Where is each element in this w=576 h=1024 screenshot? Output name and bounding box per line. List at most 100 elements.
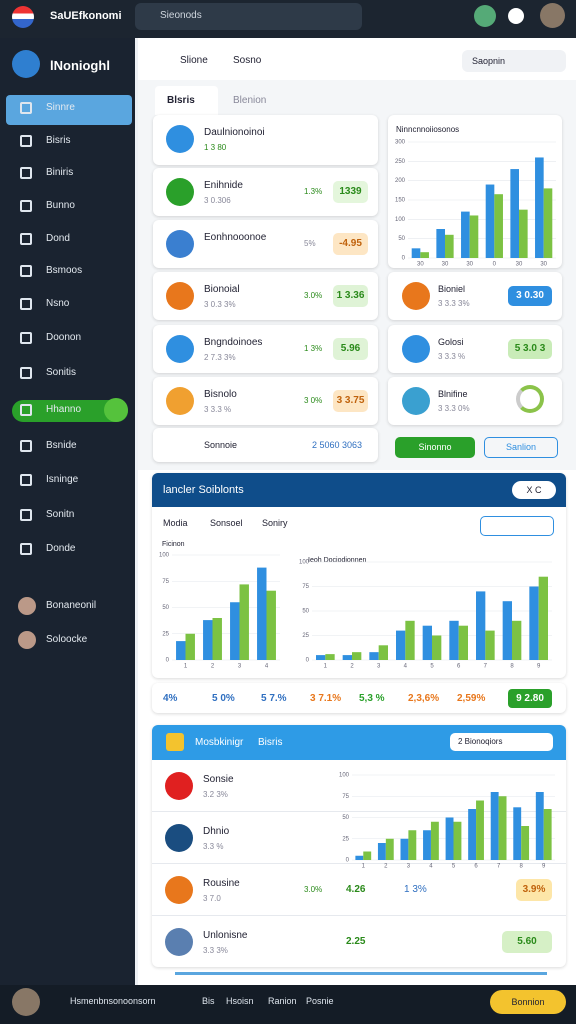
menu-item[interactable]: Sonitis: [46, 367, 77, 378]
footer-value: 2 5060 3063: [312, 440, 363, 450]
button[interactable]: Sinonno: [395, 437, 475, 458]
avatar[interactable]: [12, 988, 40, 1016]
dropdown[interactable]: 2 Bionoqiors: [450, 733, 553, 751]
x-tick-label: 4: [429, 864, 433, 870]
x-tick-label: 5: [430, 664, 434, 670]
card-icon: [166, 282, 194, 310]
card-icon: [166, 230, 194, 258]
bottom-link[interactable]: Posnie: [306, 996, 334, 1006]
row-title: Sonsie: [203, 774, 234, 785]
menu-item[interactable]: Bsnide: [46, 440, 77, 451]
tab[interactable]: Modia: [163, 518, 188, 528]
y-tick-label: 25: [302, 633, 309, 639]
bar: [512, 620, 522, 660]
card-title: Eonhnooonoe: [204, 232, 267, 243]
y-tick-label: 0: [306, 658, 310, 664]
bar: [352, 652, 362, 660]
menu-item[interactable]: Dond: [46, 233, 70, 244]
section-search[interactable]: [480, 516, 554, 536]
card-stat: 3 0%: [304, 396, 323, 405]
bottom-link[interactable]: Bis: [202, 996, 215, 1006]
header-search-text: Saopnin: [472, 56, 506, 66]
card-badge: 1339: [333, 181, 368, 203]
avatar[interactable]: [540, 3, 565, 28]
bar: [476, 591, 486, 660]
search-box[interactable]: [135, 3, 362, 30]
x-tick-label: 30: [466, 262, 473, 268]
menu-item[interactable]: Nsno: [46, 298, 70, 309]
chart-title: Ninncnnoiiosonos: [396, 125, 460, 134]
card-title: Blnifine: [438, 389, 468, 399]
avatar[interactable]: [474, 5, 496, 27]
user-item[interactable]: Soloocke: [46, 634, 88, 645]
x-tick-label: 5: [452, 864, 456, 870]
menu-item[interactable]: Doonon: [46, 332, 82, 343]
side-icon: [20, 404, 32, 416]
menu-item[interactable]: Hhanno: [46, 404, 82, 415]
x-tick-label: 2: [384, 864, 388, 870]
menu-item[interactable]: Bisris: [46, 135, 71, 146]
y-tick-label: 50: [302, 609, 309, 615]
row-sub: 3 7.0: [203, 894, 221, 903]
icon[interactable]: [508, 8, 524, 24]
card-icon: [166, 178, 194, 206]
button[interactable]: Sanlion: [484, 437, 558, 458]
logo: [12, 50, 40, 78]
menu-item[interactable]: Sinnre: [46, 102, 75, 113]
bar: [420, 252, 429, 258]
side-icon: [20, 440, 32, 452]
tab[interactable]: Sonsoel: [210, 518, 243, 528]
menu-item[interactable]: Bsmoos: [46, 265, 83, 276]
crumb[interactable]: Sosno: [233, 55, 262, 66]
stat-badge: 9 2.80: [508, 689, 552, 708]
toggle[interactable]: [104, 398, 128, 422]
card-badge: 5 3.0 3: [508, 339, 552, 359]
bottom-link[interactable]: Ranion: [268, 996, 297, 1006]
bar: [411, 248, 421, 258]
bar: [212, 618, 222, 660]
bottom-button[interactable]: Bonnion: [490, 990, 566, 1014]
side-icon: [20, 332, 32, 344]
user-item[interactable]: Bonaneonil: [46, 600, 97, 611]
menu-item[interactable]: Isninge: [46, 474, 79, 485]
bar: [405, 620, 415, 660]
bar: [185, 633, 195, 660]
y-tick-label: 0: [402, 256, 406, 262]
menu-item[interactable]: Donde: [46, 543, 76, 554]
tab[interactable]: Soniry: [262, 518, 288, 528]
bottom-link[interactable]: Hsoisn: [226, 996, 254, 1006]
tab-active[interactable]: [155, 86, 218, 115]
crumb[interactable]: Slione: [180, 55, 208, 66]
bar: [363, 851, 372, 860]
card-sub: 3 0.306: [204, 196, 231, 205]
y-tick-label: 300: [395, 140, 406, 146]
card-icon: [166, 335, 194, 363]
tab[interactable]: Blsris: [167, 95, 195, 106]
menu-item[interactable]: Biniris: [46, 167, 74, 178]
side-icon: [20, 200, 32, 212]
x-tick-label: 30: [417, 262, 424, 268]
header-search[interactable]: [462, 50, 566, 72]
stats-row: [152, 683, 566, 713]
y-tick-label: 25: [162, 631, 169, 637]
row-divider: [152, 915, 566, 916]
card-sub: 2 7.3 3%: [204, 353, 236, 362]
bottom-link[interactable]: Hsmenbnsonoonsorn: [70, 996, 156, 1006]
toggle[interactable]: X C: [512, 481, 556, 499]
card-stat: 3.0%: [304, 291, 323, 300]
brand-icon: [12, 6, 34, 28]
row-icon: [165, 876, 193, 904]
row-title: Rousine: [203, 878, 240, 889]
card-icon: [166, 125, 194, 153]
tab[interactable]: Blenion: [233, 95, 267, 106]
row-sub: 3.3 %: [203, 842, 224, 851]
card-icon: [402, 387, 430, 415]
x-tick-label: 8: [519, 864, 523, 870]
bar: [453, 821, 462, 860]
menu-item[interactable]: Sonitn: [46, 509, 75, 520]
menu-item[interactable]: Bunno: [46, 200, 75, 211]
row-title: Dhnio: [203, 826, 230, 837]
x-tick-label: 1: [324, 664, 328, 670]
bar: [519, 209, 528, 258]
row-icon: [165, 928, 193, 956]
